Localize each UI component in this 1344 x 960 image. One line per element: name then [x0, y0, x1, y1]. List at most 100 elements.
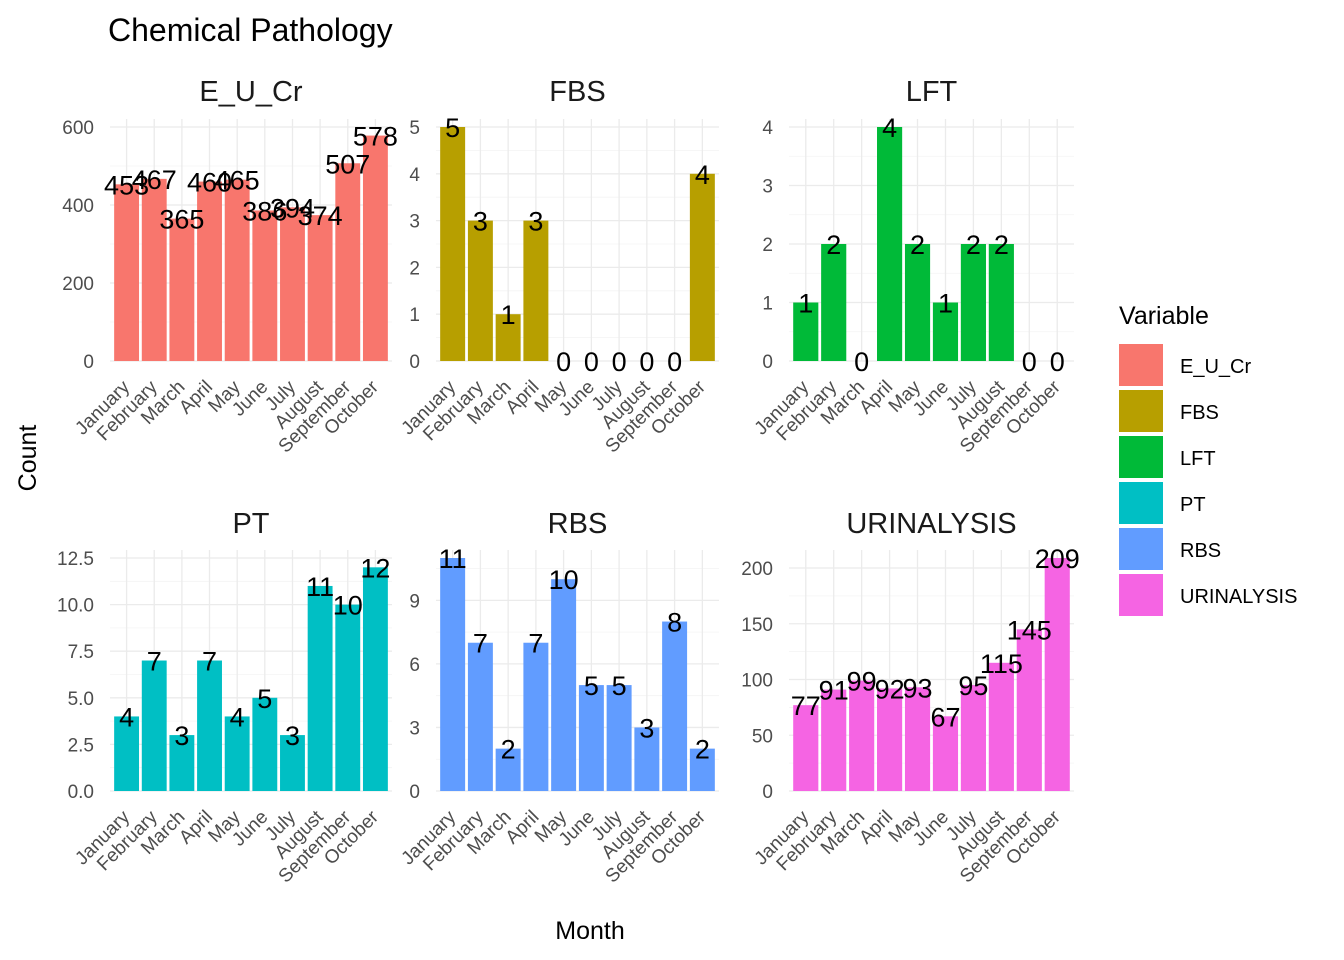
y-tick-label: 50 — [752, 726, 773, 747]
data-label-lft-september: 0 — [1022, 347, 1037, 377]
bar-lft-may — [904, 244, 931, 361]
facet-panels: E_U_Cr0200400600453467365460465386394374… — [57, 76, 1080, 887]
data-label-lft-march: 0 — [854, 347, 869, 377]
data-label-e-u-cr-october: 578 — [353, 122, 398, 152]
data-label-pt-january: 4 — [119, 702, 134, 732]
bar-pt-october — [362, 567, 388, 791]
data-label-rbs-february: 7 — [473, 629, 488, 659]
data-label-urinalysis-october: 209 — [1035, 544, 1080, 574]
y-tick-label: 400 — [62, 196, 94, 217]
bar-fbs-january — [440, 127, 466, 361]
data-label-fbs-may: 0 — [556, 347, 571, 377]
bar-e-u-cr-may — [224, 179, 250, 361]
panel-title-fbs: FBS — [549, 76, 605, 108]
plot-title: Chemical Pathology — [108, 12, 393, 48]
data-label-fbs-april: 3 — [528, 207, 543, 237]
data-label-lft-february: 2 — [826, 230, 841, 260]
bar-rbs-october — [689, 748, 715, 791]
y-tick-label: 0 — [409, 352, 420, 373]
bar-e-u-cr-february — [141, 178, 167, 361]
data-label-e-u-cr-february: 467 — [132, 165, 177, 195]
legend-label-e-u-cr: E_U_Cr — [1180, 356, 1251, 378]
data-label-e-u-cr-march: 365 — [159, 205, 204, 235]
bar-urinalysis-march — [849, 680, 875, 791]
legend-label-urinalysis: URINALYSIS — [1180, 586, 1297, 608]
data-label-urinalysis-february: 91 — [819, 676, 849, 706]
bar-rbs-july — [606, 685, 632, 791]
data-label-lft-july: 2 — [966, 230, 981, 260]
data-label-lft-may: 2 — [910, 230, 925, 260]
data-label-rbs-october: 2 — [695, 735, 710, 765]
bar-urinalysis-october — [1044, 558, 1070, 791]
bar-lft-january — [793, 302, 819, 361]
bar-rbs-april — [523, 642, 549, 791]
y-tick-label: 0 — [762, 782, 773, 803]
bar-urinalysis-september — [1016, 629, 1042, 791]
legend-key-fbs — [1119, 390, 1163, 432]
y-tick-label: 5 — [409, 118, 420, 139]
y-tick-label: 2.5 — [68, 735, 94, 756]
y-tick-label: 1 — [762, 294, 773, 315]
y-tick-label: 0 — [83, 352, 94, 373]
data-label-rbs-august: 3 — [639, 713, 654, 743]
y-tick-label: 9 — [409, 591, 420, 612]
legend-label-rbs: RBS — [1180, 540, 1221, 562]
data-label-pt-september: 10 — [333, 591, 363, 621]
data-label-urinalysis-may: 93 — [903, 673, 933, 703]
bar-fbs-october — [689, 173, 715, 361]
bar-e-u-cr-september — [335, 163, 361, 361]
data-label-urinalysis-january: 77 — [791, 691, 821, 721]
data-label-fbs-february: 3 — [473, 207, 488, 237]
bar-rbs-september — [662, 621, 688, 791]
bar-fbs-february — [467, 220, 493, 361]
bar-lft-july — [960, 244, 986, 361]
y-tick-label: 2 — [409, 258, 420, 279]
y-tick-label: 10.0 — [57, 596, 94, 617]
y-tick-label: 3 — [409, 212, 420, 233]
bar-lft-june — [932, 302, 959, 361]
data-label-pt-may: 4 — [230, 702, 245, 732]
bar-e-u-cr-july — [280, 207, 305, 361]
bar-e-u-cr-march — [169, 218, 195, 361]
y-tick-label: 200 — [62, 274, 94, 295]
legend-title: Variable — [1119, 302, 1209, 330]
panel-title-rbs: RBS — [548, 508, 608, 540]
bar-e-u-cr-october — [362, 135, 388, 361]
y-tick-label: 3 — [409, 718, 420, 739]
y-tick-label: 600 — [62, 118, 94, 139]
y-tick-label: 100 — [741, 671, 773, 692]
legend-label-pt: PT — [1180, 494, 1206, 516]
panel-title-lft: LFT — [906, 76, 958, 108]
x-axis-title: Month — [555, 917, 624, 945]
y-axis-title: Count — [14, 425, 42, 492]
y-tick-label: 200 — [741, 559, 773, 580]
data-label-urinalysis-april: 92 — [875, 674, 905, 704]
y-tick-label: 5.0 — [68, 689, 94, 710]
data-label-rbs-september: 8 — [667, 608, 682, 638]
bar-pt-september — [335, 604, 361, 791]
data-label-fbs-october: 4 — [695, 160, 710, 190]
data-label-urinalysis-september: 145 — [1007, 615, 1052, 645]
data-label-lft-august: 2 — [994, 230, 1009, 260]
bar-urinalysis-june — [932, 716, 959, 791]
bar-lft-april — [877, 127, 903, 361]
bar-pt-february — [141, 660, 167, 791]
data-label-e-u-cr-september: 507 — [325, 149, 370, 179]
data-label-e-u-cr-july: 394 — [270, 193, 315, 223]
data-label-e-u-cr-april: 460 — [187, 168, 232, 198]
y-tick-label: 4 — [762, 118, 773, 139]
legend-key-urinalysis — [1119, 574, 1163, 616]
panel-title-urinalysis: URINALYSIS — [846, 508, 1016, 540]
legend-key-rbs — [1119, 528, 1163, 570]
bar-urinalysis-february — [821, 689, 847, 791]
bar-pt-june — [252, 697, 278, 791]
data-label-fbs-august: 0 — [639, 347, 654, 377]
y-tick-label: 12.5 — [57, 549, 94, 570]
bar-pt-july — [280, 735, 305, 791]
data-label-rbs-april: 7 — [528, 629, 543, 659]
